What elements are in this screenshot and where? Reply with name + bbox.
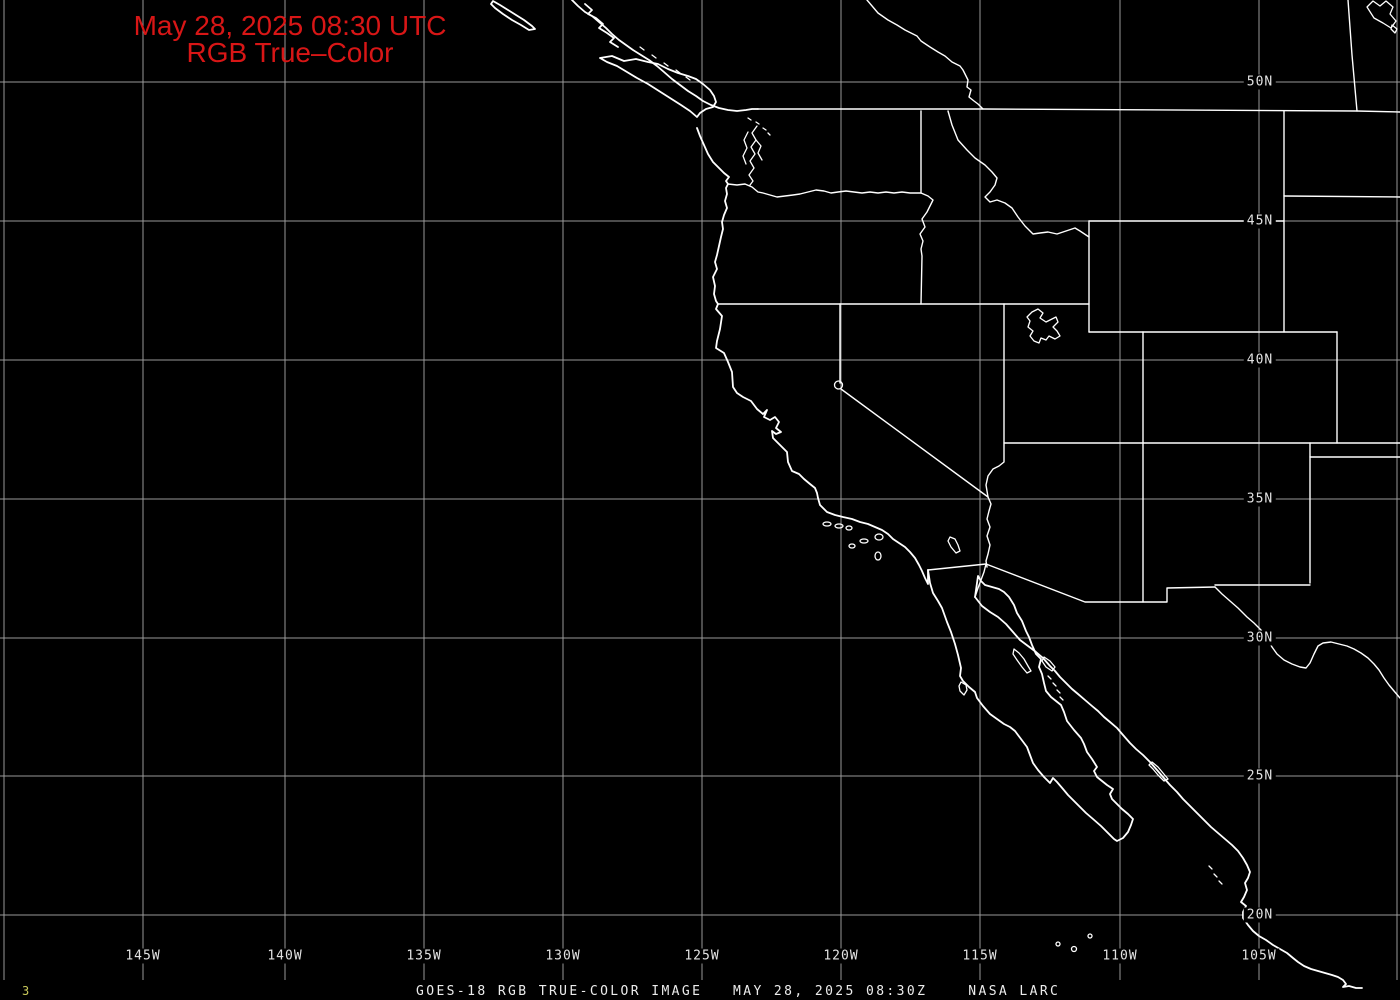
coastlines	[490, 0, 1363, 989]
lakes-and-islands	[639, 0, 1398, 953]
lon-label: 120W	[820, 948, 862, 964]
manitoba-lakes	[1366, 0, 1397, 29]
lat-label: 35N	[1243, 491, 1277, 507]
sinaloa-lagoons	[1148, 761, 1169, 782]
border-ca-nv	[839, 303, 989, 498]
lon-label: 110W	[1099, 948, 1141, 964]
lat-label: 30N	[1243, 630, 1277, 646]
salton-sea	[947, 536, 961, 554]
coastline-bc-mainland	[571, 0, 759, 112]
coastline-baja	[927, 569, 1134, 842]
title-product: RGB True–Color	[186, 37, 394, 68]
border-nv-ut-az	[985, 303, 1005, 568]
georgia-strait-islands	[639, 46, 691, 81]
lon-label: 140W	[264, 948, 306, 964]
border-columbia-river	[727, 183, 922, 198]
border-nd-sd	[1283, 195, 1400, 198]
nayarit-lagoons	[1208, 865, 1223, 885]
great-salt-lake	[1026, 308, 1061, 344]
gulf-islets	[1047, 675, 1064, 701]
lat-label: 45N	[1243, 213, 1277, 229]
border-snake-river-or-id	[919, 192, 934, 305]
isla-cedros	[958, 681, 968, 696]
coastline-bc-inlets	[584, 3, 619, 48]
puget-sound	[748, 125, 758, 186]
san-juan-islands	[747, 117, 771, 136]
border-rio-grande	[1214, 586, 1400, 699]
lon-label: 125W	[681, 948, 723, 964]
isla-tiburon	[1041, 656, 1056, 672]
island-haida	[490, 0, 536, 31]
lake-tahoe	[833, 380, 844, 390]
lat-label: 40N	[1243, 352, 1277, 368]
hood-canal	[742, 131, 749, 165]
lon-label: 145W	[122, 948, 164, 964]
border-id-mt	[947, 110, 1090, 238]
bottom-caption: GOES-18 RGB TRUE-COLOR IMAGE MAY 28, 202…	[416, 984, 1061, 999]
lat-label: 20N	[1243, 907, 1277, 923]
puget-sound-branch	[755, 139, 763, 161]
border-us-mexico	[927, 563, 1216, 603]
border-bc-alberta	[866, 0, 984, 110]
lon-label: 115W	[959, 948, 1001, 964]
channel-islands	[822, 521, 884, 561]
lat-label: 25N	[1243, 768, 1277, 784]
political-borders	[717, 0, 1400, 699]
lon-label: 105W	[1238, 948, 1280, 964]
border-sk-mb	[1347, 0, 1358, 112]
isla-angel-de-la-guarda	[1012, 648, 1032, 674]
coastline-sonora-sinaloa	[974, 596, 1363, 989]
coastline-wa-or-ca	[696, 127, 929, 585]
lat-label: 50N	[1243, 74, 1277, 90]
islas-marias	[1055, 933, 1093, 953]
frame-number: 3	[22, 984, 30, 998]
island-vancouver	[599, 55, 717, 118]
image-title: May 28, 2025 08:30 UTC RGB True–Color	[120, 10, 460, 68]
lon-label: 135W	[403, 948, 445, 964]
lon-label: 130W	[542, 948, 584, 964]
border-us-canada	[757, 108, 1400, 113]
title-timestamp: May 28, 2025 08:30 UTC	[133, 10, 447, 41]
manitoba-lake-small	[1390, 24, 1398, 34]
